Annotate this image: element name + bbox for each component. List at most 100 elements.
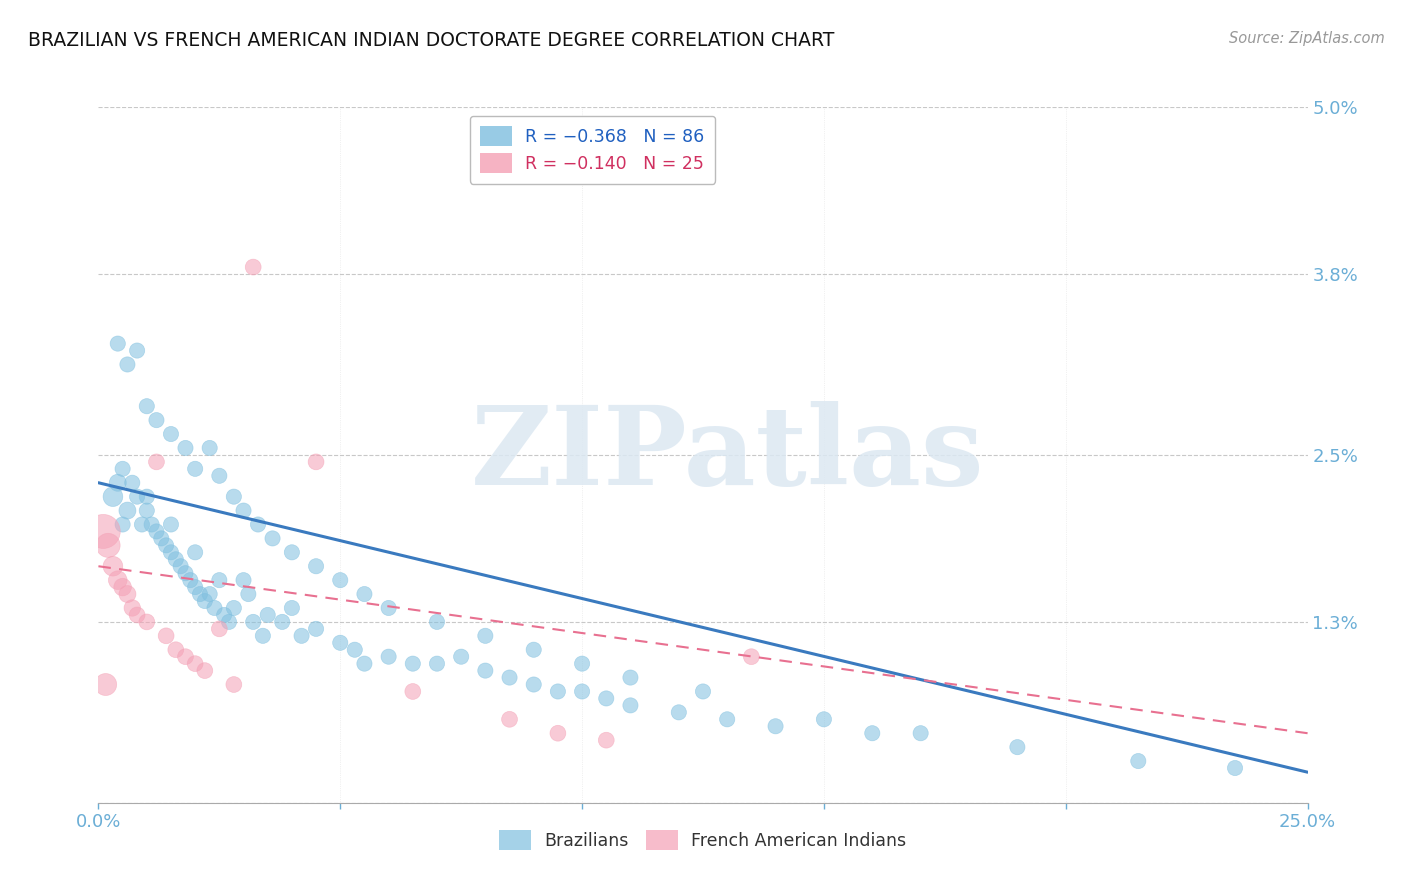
Point bbox=[155, 629, 177, 643]
Point bbox=[117, 587, 139, 601]
Legend: Brazilians, French American Indians: Brazilians, French American Indians bbox=[492, 822, 914, 856]
Point bbox=[145, 524, 167, 539]
Point bbox=[212, 607, 235, 622]
Point bbox=[208, 573, 231, 587]
Point bbox=[692, 684, 714, 698]
Point bbox=[184, 545, 207, 559]
Point bbox=[111, 517, 134, 532]
Point bbox=[329, 573, 352, 587]
Point bbox=[174, 441, 197, 455]
Point bbox=[242, 615, 264, 629]
Point bbox=[813, 712, 835, 726]
Point bbox=[402, 657, 425, 671]
Point bbox=[135, 615, 157, 629]
Point bbox=[188, 587, 211, 601]
Point bbox=[198, 587, 221, 601]
Point bbox=[107, 336, 129, 351]
Point bbox=[305, 622, 328, 636]
Point bbox=[232, 573, 254, 587]
Point bbox=[184, 657, 207, 671]
Point bbox=[305, 455, 328, 469]
Point bbox=[160, 427, 183, 442]
Point bbox=[571, 684, 593, 698]
Point bbox=[1223, 761, 1246, 775]
Point bbox=[135, 503, 157, 517]
Point bbox=[174, 649, 197, 664]
Point bbox=[281, 601, 304, 615]
Point bbox=[97, 538, 120, 552]
Point bbox=[498, 712, 520, 726]
Point bbox=[91, 524, 114, 539]
Point bbox=[141, 517, 163, 532]
Point bbox=[571, 657, 593, 671]
Point bbox=[1128, 754, 1150, 768]
Point bbox=[271, 615, 294, 629]
Point bbox=[165, 552, 187, 566]
Point bbox=[247, 517, 270, 532]
Point bbox=[160, 545, 183, 559]
Point bbox=[101, 490, 124, 504]
Point bbox=[765, 719, 787, 733]
Point bbox=[595, 733, 617, 747]
Point bbox=[426, 615, 449, 629]
Point bbox=[107, 475, 129, 490]
Point bbox=[121, 475, 143, 490]
Point bbox=[547, 726, 569, 740]
Point bbox=[668, 706, 690, 720]
Point bbox=[402, 684, 425, 698]
Point bbox=[111, 462, 134, 476]
Point bbox=[377, 601, 399, 615]
Point bbox=[353, 587, 375, 601]
Point bbox=[353, 657, 375, 671]
Point bbox=[256, 607, 278, 622]
Point bbox=[523, 677, 546, 691]
Point bbox=[740, 649, 762, 664]
Point bbox=[716, 712, 738, 726]
Point bbox=[305, 559, 328, 574]
Point bbox=[131, 517, 153, 532]
Point bbox=[329, 636, 352, 650]
Point bbox=[450, 649, 472, 664]
Point bbox=[242, 260, 264, 274]
Point bbox=[94, 677, 117, 691]
Point bbox=[107, 573, 129, 587]
Point bbox=[252, 629, 274, 643]
Text: BRAZILIAN VS FRENCH AMERICAN INDIAN DOCTORATE DEGREE CORRELATION CHART: BRAZILIAN VS FRENCH AMERICAN INDIAN DOCT… bbox=[28, 31, 835, 50]
Point bbox=[262, 532, 284, 546]
Point bbox=[169, 559, 191, 574]
Point bbox=[145, 455, 167, 469]
Point bbox=[238, 587, 260, 601]
Point bbox=[426, 657, 449, 671]
Point bbox=[281, 545, 304, 559]
Point bbox=[127, 607, 149, 622]
Point bbox=[174, 566, 197, 581]
Point bbox=[910, 726, 932, 740]
Point bbox=[860, 726, 883, 740]
Point bbox=[290, 629, 312, 643]
Point bbox=[619, 698, 641, 713]
Point bbox=[232, 503, 254, 517]
Point bbox=[194, 594, 217, 608]
Point bbox=[208, 468, 231, 483]
Point bbox=[160, 517, 183, 532]
Point bbox=[165, 642, 187, 657]
Point bbox=[121, 601, 143, 615]
Point bbox=[208, 622, 231, 636]
Point bbox=[127, 490, 149, 504]
Point bbox=[127, 343, 149, 358]
Point bbox=[155, 538, 177, 552]
Point bbox=[179, 573, 201, 587]
Point bbox=[145, 413, 167, 427]
Point bbox=[117, 358, 139, 372]
Point bbox=[498, 671, 520, 685]
Point bbox=[111, 580, 134, 594]
Point bbox=[222, 490, 245, 504]
Point bbox=[474, 664, 496, 678]
Point bbox=[204, 601, 226, 615]
Point bbox=[184, 580, 207, 594]
Point bbox=[222, 601, 245, 615]
Point bbox=[101, 559, 124, 574]
Point bbox=[619, 671, 641, 685]
Point bbox=[474, 629, 496, 643]
Point bbox=[547, 684, 569, 698]
